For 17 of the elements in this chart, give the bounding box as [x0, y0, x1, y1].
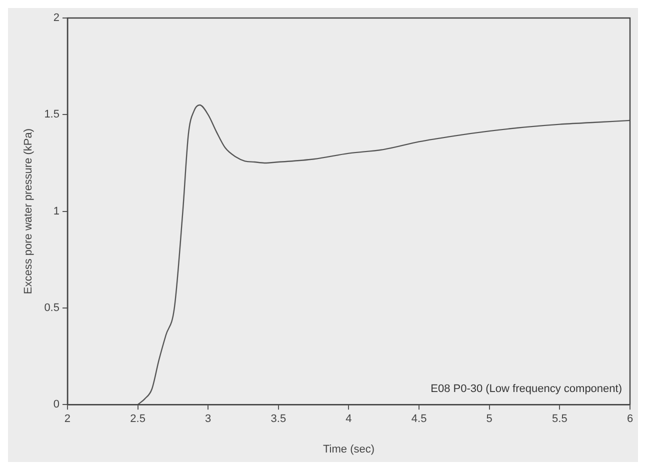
y-tick-label: 2: [53, 12, 60, 24]
y-axis-title: Excess pore water pressure (kPa): [22, 128, 35, 294]
annotation: E08 P0-30 (Low frequency component): [430, 383, 622, 396]
x-tick-label: 5.5: [552, 413, 568, 426]
x-tick-label: 5: [486, 413, 492, 426]
x-tick-label: 4.5: [411, 413, 427, 426]
x-axis-title: Time (sec): [322, 443, 375, 456]
y-tick-label: 0.5: [44, 302, 60, 314]
y-tick-label: 1.5: [44, 108, 60, 121]
x-tick-label: 6: [626, 413, 634, 426]
x-tick-label: 3: [205, 413, 212, 426]
y-tick-label: 0: [53, 398, 60, 411]
y-tick-label: 1: [53, 205, 60, 218]
x-tick-label: 2: [64, 413, 71, 426]
x-tick-label: 2.5: [130, 413, 146, 426]
x-tick-label: 3.5: [270, 413, 286, 426]
x-tick-label: 4: [346, 413, 352, 426]
